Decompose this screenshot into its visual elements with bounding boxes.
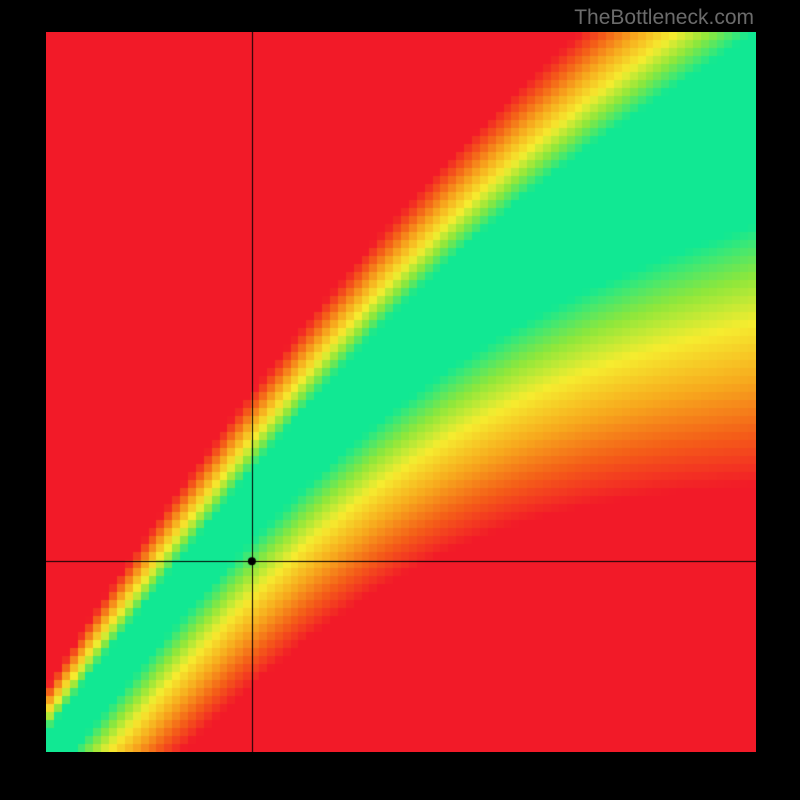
figure-container: TheBottleneck.com: [0, 0, 800, 800]
bottleneck-heatmap: [46, 32, 756, 752]
watermark-text: TheBottleneck.com: [574, 6, 754, 30]
heatmap-canvas: [46, 32, 756, 752]
